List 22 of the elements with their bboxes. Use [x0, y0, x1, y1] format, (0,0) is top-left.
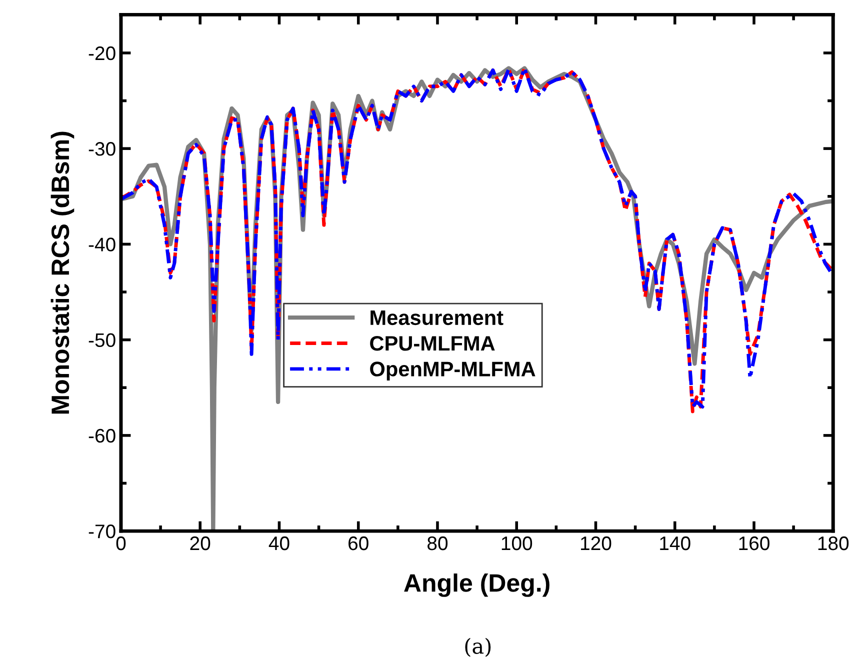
x-tick-label: 20	[190, 536, 210, 550]
x-tick-label: 180	[818, 536, 849, 550]
legend-label: OpenMP-MLFMA	[370, 362, 536, 381]
x-tick-label: 120	[581, 536, 612, 550]
legend-label: CPU-MLFMA	[370, 336, 495, 351]
y-axis-title: Monostatic RCS (dBsm)	[50, 132, 74, 414]
y-tick-label: -70	[88, 524, 116, 538]
x-tick-label: 80	[428, 536, 448, 550]
x-axis-title: Angle (Deg.)	[404, 573, 550, 597]
x-tick-label: 140	[660, 536, 690, 550]
x-tick-label: 100	[502, 536, 532, 550]
y-tick-label: -60	[88, 428, 116, 443]
y-tick-label: -30	[88, 142, 116, 156]
text: (a)	[465, 638, 491, 657]
y-tick-label: -40	[88, 238, 116, 252]
legend-label: Measurement	[370, 310, 504, 326]
y-tick-label: -20	[88, 46, 116, 60]
x-tick-label: 0	[116, 536, 126, 550]
y-tick-label: -50	[88, 333, 116, 348]
x-tick-label: 160	[739, 536, 770, 550]
x-tick-label: 60	[348, 536, 368, 550]
x-tick-label: 40	[268, 536, 290, 550]
